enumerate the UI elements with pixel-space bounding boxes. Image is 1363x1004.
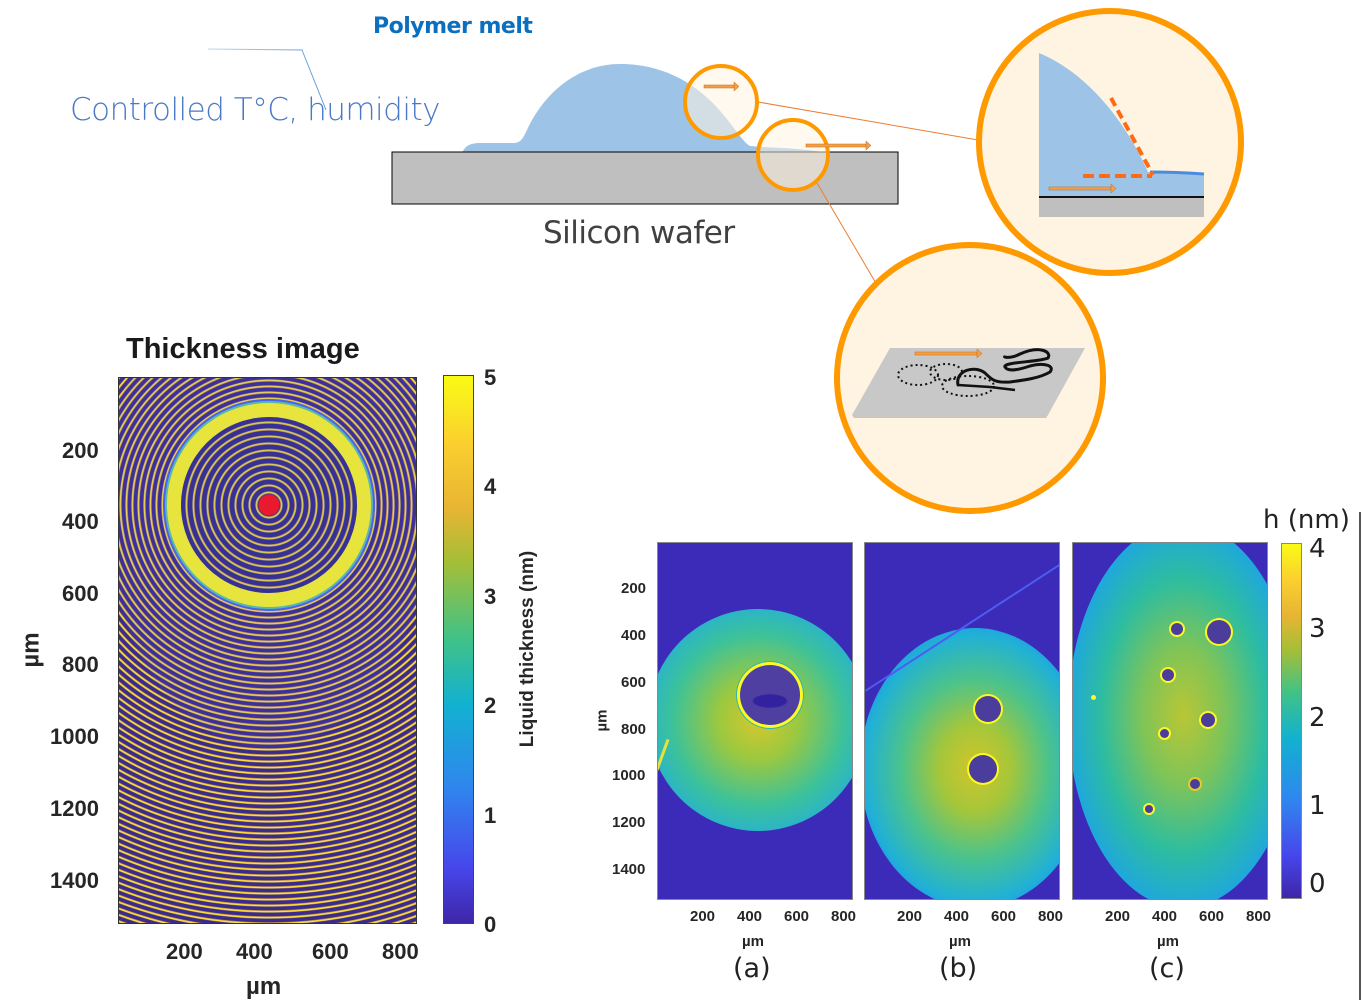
colorbar-label: h (nm) xyxy=(1263,505,1350,535)
x-tick-label: 200 xyxy=(1105,908,1131,925)
x-tick-label: 600 xyxy=(784,908,810,925)
droplet xyxy=(969,755,997,783)
x-tick-label: 400 xyxy=(944,908,970,925)
x-tick-label: 400 xyxy=(236,939,273,964)
y-tick-label: 800 xyxy=(621,721,647,738)
x-axis-label: µm xyxy=(742,933,764,950)
arrow-right-icon xyxy=(805,140,872,151)
panel-a-heatmap xyxy=(657,542,853,900)
y-tick-label: 800 xyxy=(62,652,99,677)
panel-b-heatmap xyxy=(864,542,1060,900)
panel-caption: (a) xyxy=(733,953,771,984)
x-tick-label: 400 xyxy=(737,908,763,925)
colorbar-tick: 2 xyxy=(1309,703,1326,733)
colorbar-tick: 3 xyxy=(484,584,497,609)
droplet xyxy=(1190,779,1200,789)
colorbar-tick: 4 xyxy=(484,474,497,499)
droplet xyxy=(1207,620,1231,644)
contact-angle-inset xyxy=(976,8,1244,276)
y-tick-label: 1200 xyxy=(50,796,99,821)
y-axis-label: µm xyxy=(593,709,611,732)
colorbar-tick: 5 xyxy=(484,365,497,390)
colorbar-tick: 0 xyxy=(484,912,497,937)
panel-caption: (b) xyxy=(939,953,978,984)
arrow-right-icon xyxy=(1048,183,1117,194)
x-tick-label: 200 xyxy=(166,939,203,964)
y-tick-label: 1200 xyxy=(612,814,646,831)
chart-title: Thickness image xyxy=(126,333,360,365)
colorbar xyxy=(443,375,474,924)
x-tick-label: 800 xyxy=(831,908,857,925)
arrow-right-icon xyxy=(914,348,983,359)
colorbar-tick: 4 xyxy=(1309,534,1326,564)
colorbar-tick: 1 xyxy=(484,803,497,828)
y-tick-label: 400 xyxy=(621,627,647,644)
x-axis-label: µm xyxy=(949,933,971,950)
precursor-film-inset xyxy=(834,242,1106,514)
x-tick-label: 800 xyxy=(1038,908,1064,925)
droplet xyxy=(1171,623,1183,635)
schematic-diagram xyxy=(207,8,1244,514)
y-tick-label: 600 xyxy=(62,581,99,606)
y-tick-label: 600 xyxy=(621,674,647,691)
y-tick-label: 200 xyxy=(62,438,99,463)
polymer-melt-label: Polymer melt xyxy=(373,14,533,39)
x-tick-label: 200 xyxy=(690,908,716,925)
droplet xyxy=(1145,805,1153,813)
colorbar-label: Liquid thickness (nm) xyxy=(517,550,538,748)
x-axis-label: µm xyxy=(1157,933,1179,950)
droplet-core xyxy=(181,417,357,593)
contact-line-zoom-marker[interactable] xyxy=(683,64,759,140)
y-tick-label: 1400 xyxy=(612,861,646,878)
droplet xyxy=(1162,669,1174,681)
frame-border xyxy=(1359,512,1361,1000)
panel-caption: (c) xyxy=(1149,953,1185,984)
y-axis-label: µm xyxy=(17,632,45,668)
y-tick-label: 1000 xyxy=(612,767,646,784)
droplet xyxy=(1201,713,1215,727)
y-tick-label: 200 xyxy=(621,580,647,597)
colorbar-tick: 0 xyxy=(1309,869,1326,899)
x-tick-label: 600 xyxy=(991,908,1017,925)
y-tick-label: 1000 xyxy=(50,724,99,749)
condition-label: Controlled T°C, humidity xyxy=(70,92,440,128)
colorbar xyxy=(1281,543,1302,899)
x-tick-label: 400 xyxy=(1152,908,1178,925)
arrow-right-icon xyxy=(703,81,740,92)
y-tick-label: 400 xyxy=(62,509,99,534)
x-tick-label: 200 xyxy=(897,908,923,925)
droplet xyxy=(975,696,1001,722)
precursor-zoom-marker[interactable] xyxy=(756,118,830,192)
droplet xyxy=(1160,729,1169,738)
silicon-wafer-label: Silicon wafer xyxy=(543,215,735,251)
x-tick-label: 600 xyxy=(1199,908,1225,925)
y-tick-label: 1400 xyxy=(50,868,99,893)
panel-c-heatmap xyxy=(1072,542,1268,900)
droplet xyxy=(740,665,800,725)
x-axis-label: µm xyxy=(246,973,282,1000)
x-tick-label: 600 xyxy=(312,939,349,964)
x-tick-label: 800 xyxy=(1246,908,1272,925)
colorbar-tick: 2 xyxy=(484,693,497,718)
colorbar-tick: 1 xyxy=(1309,791,1326,821)
colorbar-tick: 3 xyxy=(1309,614,1326,644)
thickness-heatmap xyxy=(118,377,417,924)
x-tick-label: 800 xyxy=(382,939,419,964)
zoom-leader-2 xyxy=(816,182,881,291)
zoom-leader-1 xyxy=(757,101,979,141)
polymer-leader-line xyxy=(207,48,327,111)
